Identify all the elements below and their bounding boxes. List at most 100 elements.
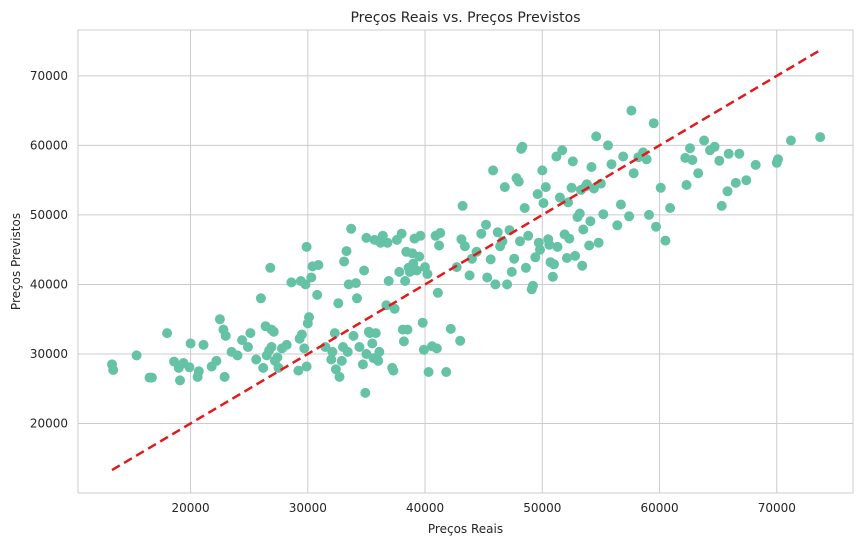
scatter-point xyxy=(299,343,310,354)
scatter-point xyxy=(237,335,248,346)
scatter-point xyxy=(517,141,528,152)
x-tick-label: 20000 xyxy=(171,501,209,515)
y-tick-label: 50000 xyxy=(30,208,68,222)
scatter-point xyxy=(598,209,609,220)
scatter-point xyxy=(773,154,783,165)
scatter-point xyxy=(577,260,588,271)
scatter-point xyxy=(266,342,277,352)
scatter-point xyxy=(434,240,445,251)
scatter-point xyxy=(561,253,572,263)
scatter-point xyxy=(681,180,692,190)
x-tick-label: 40000 xyxy=(406,501,444,515)
scatter-point xyxy=(464,270,475,281)
scatter-point xyxy=(615,199,626,210)
scatter-point xyxy=(499,182,510,193)
scatter-point xyxy=(584,240,595,251)
x-tick-labels: 20000 30000 40000 50000 60000 70000 xyxy=(171,501,795,515)
scatter-point xyxy=(544,239,555,250)
scatter-point xyxy=(557,145,568,156)
scatter-point xyxy=(359,265,370,276)
scatter-point xyxy=(312,289,323,300)
scatter-point xyxy=(423,367,434,377)
scatter-point xyxy=(175,375,185,386)
scatter-point xyxy=(527,280,538,291)
scatter-point xyxy=(513,176,524,187)
scatter-point xyxy=(722,186,733,197)
scatter-point xyxy=(520,262,531,273)
scatter-point xyxy=(339,256,350,267)
scatter-point xyxy=(219,371,230,382)
x-tick-label: 50000 xyxy=(523,501,561,515)
scatter-point xyxy=(660,235,671,246)
y-tick-label: 30000 xyxy=(30,347,68,361)
scatter-point xyxy=(418,344,429,355)
scatter-point xyxy=(723,148,734,159)
scatter-point xyxy=(488,165,499,176)
scatter-point xyxy=(431,343,442,354)
scatter-point xyxy=(400,276,411,286)
scatter-point xyxy=(815,132,826,143)
scatter-point xyxy=(348,330,359,341)
scatter-point xyxy=(313,260,324,270)
y-tick-label: 60000 xyxy=(30,138,68,152)
scatter-point xyxy=(523,230,534,241)
plot-area xyxy=(77,29,854,494)
scatter-point xyxy=(687,155,698,165)
scatter-point xyxy=(624,211,635,222)
scatter-point xyxy=(515,236,525,247)
scatter-point xyxy=(655,182,666,193)
y-tick-label: 70000 xyxy=(30,69,68,83)
scatter-point xyxy=(538,198,549,209)
scatter-point xyxy=(618,151,629,162)
x-tick-label: 60000 xyxy=(640,501,678,515)
scatter-point xyxy=(330,364,341,375)
scatter-point xyxy=(665,203,676,213)
scatter-point xyxy=(567,156,578,167)
scatter-point xyxy=(296,329,307,340)
scatter-point xyxy=(552,241,563,252)
scatter-point xyxy=(612,220,623,231)
scatter-point xyxy=(414,251,425,262)
scatter-point xyxy=(509,253,520,264)
scatter-point xyxy=(641,154,652,165)
scatter-point xyxy=(566,182,577,193)
scatter-point xyxy=(357,359,368,370)
scatter-point xyxy=(741,175,752,186)
scatter-point xyxy=(361,232,372,243)
scatter-point xyxy=(220,330,231,341)
scatter-point xyxy=(293,365,304,376)
scatter-point xyxy=(417,317,428,328)
scatter-point xyxy=(593,237,604,248)
scatter-point xyxy=(532,189,543,200)
scatter-point xyxy=(519,203,530,213)
scatter-point xyxy=(578,224,589,235)
scatter-point xyxy=(506,266,517,277)
scatter-point xyxy=(388,365,399,376)
scatter-point xyxy=(481,219,491,230)
scatter-point xyxy=(268,326,279,337)
scatter-point xyxy=(586,162,597,172)
scatter-point xyxy=(422,269,433,279)
scatter-point xyxy=(146,372,157,383)
scatter-point xyxy=(374,346,385,357)
y-tick-label: 20000 xyxy=(30,416,68,430)
scatter-point xyxy=(396,228,407,239)
scatter-point xyxy=(243,342,253,352)
scatter-point xyxy=(352,293,362,304)
scatter-point xyxy=(492,227,503,238)
scatter-point xyxy=(326,354,337,365)
scatter-point xyxy=(336,355,347,366)
scatter-point xyxy=(588,183,599,194)
scatter-point xyxy=(441,367,452,377)
scatter-point xyxy=(734,148,745,159)
scatter-point xyxy=(108,365,119,375)
scatter-point xyxy=(455,335,466,346)
scatter-point xyxy=(648,118,659,129)
scatter-point xyxy=(198,339,209,350)
scatter-point xyxy=(535,244,545,255)
scatter-point xyxy=(699,135,710,146)
scatter-point xyxy=(685,143,695,154)
scatter-point xyxy=(693,168,704,179)
scatter-point xyxy=(476,228,487,239)
scatter-point xyxy=(327,346,338,357)
